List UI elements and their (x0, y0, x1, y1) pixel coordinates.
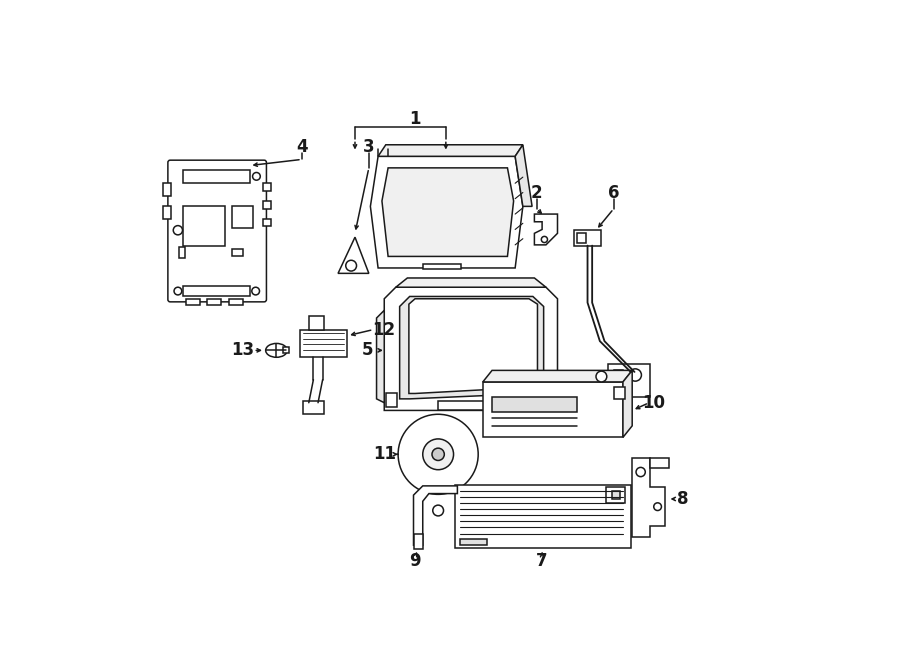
Bar (163, 206, 171, 219)
Bar (438, 401, 508, 410)
Polygon shape (535, 214, 557, 245)
Bar (455, 485, 631, 548)
Polygon shape (376, 310, 384, 403)
Circle shape (174, 225, 183, 235)
Bar (264, 183, 271, 191)
Bar (163, 183, 171, 196)
Circle shape (346, 260, 356, 271)
Bar (264, 201, 271, 209)
Bar (183, 286, 250, 297)
Polygon shape (409, 299, 537, 393)
Bar (423, 264, 461, 269)
Polygon shape (650, 458, 669, 468)
Circle shape (423, 439, 454, 470)
Circle shape (174, 288, 182, 295)
Bar (386, 393, 397, 407)
Polygon shape (400, 297, 544, 399)
Polygon shape (482, 382, 623, 438)
Text: 7: 7 (536, 551, 548, 570)
Polygon shape (632, 458, 665, 537)
Text: 3: 3 (363, 138, 374, 156)
Circle shape (432, 448, 445, 461)
Text: 5: 5 (362, 341, 374, 360)
Bar (492, 397, 577, 412)
Polygon shape (396, 278, 546, 288)
Polygon shape (413, 533, 423, 549)
Polygon shape (623, 370, 632, 438)
Bar (183, 170, 250, 182)
Polygon shape (382, 168, 514, 256)
Bar (577, 233, 586, 243)
Polygon shape (371, 156, 523, 268)
Text: 13: 13 (231, 341, 254, 360)
Text: 8: 8 (678, 490, 688, 508)
Polygon shape (338, 237, 369, 274)
Circle shape (398, 414, 478, 494)
Bar (573, 230, 601, 246)
Bar (179, 247, 184, 258)
Circle shape (253, 173, 260, 180)
Bar (207, 299, 221, 305)
Bar (460, 539, 487, 545)
Bar (300, 330, 347, 356)
Circle shape (252, 288, 259, 295)
Bar (283, 347, 289, 354)
Text: 4: 4 (296, 138, 308, 156)
Bar (608, 364, 650, 397)
Circle shape (596, 371, 607, 382)
Polygon shape (378, 145, 523, 156)
Polygon shape (303, 401, 324, 414)
Circle shape (629, 369, 642, 381)
Bar (232, 206, 254, 228)
Circle shape (653, 503, 662, 510)
Text: 9: 9 (410, 551, 421, 570)
Bar (612, 491, 620, 499)
FancyBboxPatch shape (168, 160, 266, 302)
Ellipse shape (266, 344, 287, 358)
Bar (614, 387, 626, 399)
Bar (183, 206, 225, 247)
Text: 6: 6 (608, 184, 619, 202)
Bar (232, 249, 243, 256)
Bar (309, 317, 324, 330)
Polygon shape (482, 370, 632, 382)
Bar (186, 299, 200, 305)
Bar (229, 299, 243, 305)
Text: 12: 12 (373, 321, 396, 338)
Bar (264, 219, 271, 226)
Polygon shape (384, 288, 557, 410)
Bar (614, 370, 623, 379)
Circle shape (541, 237, 547, 243)
Text: 2: 2 (531, 184, 543, 202)
Circle shape (636, 467, 645, 477)
Text: 1: 1 (410, 110, 421, 128)
Text: 11: 11 (373, 446, 396, 463)
Polygon shape (413, 486, 457, 545)
Bar (606, 487, 626, 503)
Polygon shape (515, 145, 532, 206)
Circle shape (433, 505, 444, 516)
Text: 10: 10 (643, 394, 665, 412)
